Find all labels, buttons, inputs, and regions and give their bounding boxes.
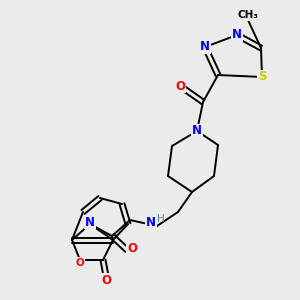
- Text: N: N: [146, 217, 156, 230]
- Text: N: N: [192, 124, 202, 137]
- Text: O: O: [76, 258, 84, 268]
- Text: O: O: [101, 274, 111, 286]
- Text: N: N: [232, 28, 242, 41]
- Text: N: N: [200, 40, 210, 53]
- Text: S: S: [258, 70, 266, 83]
- Text: N: N: [85, 215, 95, 229]
- Text: O: O: [175, 80, 185, 92]
- Text: CH₃: CH₃: [238, 10, 259, 20]
- Text: O: O: [127, 242, 137, 254]
- Text: H: H: [157, 214, 165, 224]
